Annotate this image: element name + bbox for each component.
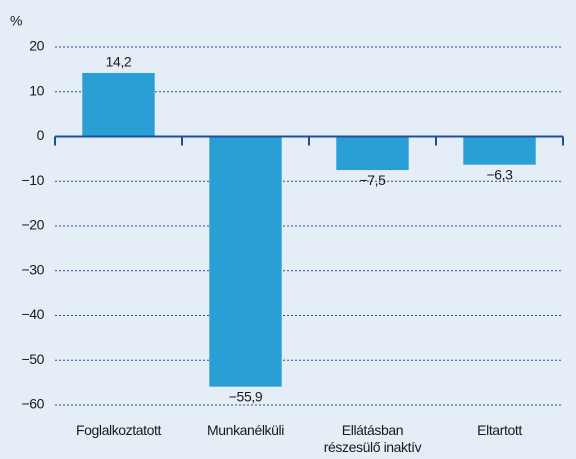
- bar: [82, 72, 155, 137]
- y-tick-label: −50: [21, 351, 44, 367]
- value-label: −6,3: [486, 166, 513, 182]
- value-label: −55,9: [229, 388, 263, 404]
- value-label: 14,2: [106, 54, 132, 70]
- y-tick-label: 10: [29, 82, 44, 98]
- value-label: −7,5: [359, 172, 386, 188]
- x-tick-label: Eltartott: [477, 422, 522, 438]
- x-tick-label: Munkanélküli: [207, 422, 284, 438]
- y-axis-label: %: [10, 13, 22, 29]
- y-tick-label: −20: [21, 217, 44, 233]
- bar: [336, 136, 409, 171]
- y-tick-label: −10: [21, 172, 44, 188]
- x-tick-label: Foglalkoztatott: [75, 422, 162, 438]
- y-tick-label: 0: [37, 127, 45, 143]
- y-tick-label: −40: [21, 306, 44, 322]
- x-tick-label: Ellátásban részesülő inaktív: [323, 422, 422, 455]
- y-tick-label: 20: [29, 38, 44, 54]
- bar: [463, 136, 536, 165]
- bar: [209, 136, 282, 387]
- y-tick-label: −30: [21, 261, 44, 277]
- y-tick-label: −60: [21, 396, 44, 412]
